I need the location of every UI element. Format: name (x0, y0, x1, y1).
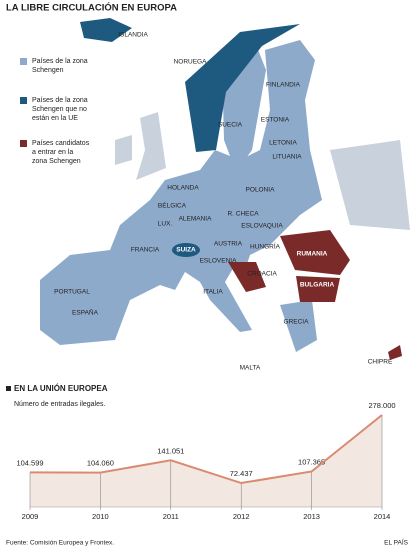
switzerland (172, 243, 200, 257)
legend-label: Schengen que no (32, 106, 87, 113)
legend-label: Países de la zona (32, 97, 88, 104)
country-label: POLONIA (246, 187, 276, 194)
country-label: FINLANDIA (266, 82, 301, 89)
legend-label: Países de la zona (32, 58, 88, 65)
country-label: ESPAÑA (72, 308, 99, 317)
chart-title: EN LA UNIÓN EUROPEA (14, 384, 108, 393)
non-eu-schengen (80, 18, 300, 152)
legend-label: a entrar en la (32, 149, 73, 156)
country-label: AUSTRIA (214, 241, 243, 248)
map: Países de la zona Schengen Países de la zo… (20, 18, 410, 372)
country-label: LUX. (158, 221, 173, 228)
country-label: SUECIA (218, 122, 243, 129)
area (30, 415, 382, 507)
country-label: MALTA (240, 365, 261, 372)
country-label: CROACIA (247, 271, 277, 278)
bullet (6, 386, 11, 391)
country-label: R. CHECA (227, 211, 259, 218)
country-label: RUMANIA (297, 251, 328, 258)
country-label: ALEMANIA (179, 216, 213, 223)
country-label: FRANCIA (131, 247, 160, 254)
country-label: NORUEGA (174, 59, 208, 66)
value-label: 104.060 (87, 459, 114, 468)
value-label: 72.437 (230, 469, 253, 478)
country-label: ESTONIA (261, 117, 290, 124)
non-schengen-land (115, 112, 410, 230)
x-tick-label: 2014 (374, 512, 391, 521)
value-label: 278.000 (368, 401, 395, 410)
value-label: 107.365 (298, 457, 325, 466)
source: Fuente: Comisión Europea y Frontex. (6, 540, 114, 547)
candidate-countries (228, 230, 402, 360)
country-label: BULGARIA (300, 282, 335, 289)
country-label: BÉLGICA (158, 201, 187, 210)
title: LA LIBRE CIRCULACIÓN EN EUROPA (6, 2, 177, 14)
value-label: 104.599 (16, 458, 43, 467)
legend-swatch (20, 58, 27, 65)
country-label: PORTUGAL (54, 289, 90, 296)
country-label: ESLOVAQUIA (241, 223, 283, 230)
country-label: LITUANIA (272, 154, 302, 161)
x-tick-label: 2009 (22, 512, 39, 521)
chart-subtitle: Número de entradas ilegales. (14, 401, 105, 408)
country-label: ESLOVENIA (200, 258, 238, 265)
country-label: CHIPRE (368, 359, 393, 366)
x-tick-label: 2013 (303, 512, 320, 521)
country-label: ISLANDIA (118, 32, 148, 39)
legend-swatch (20, 97, 27, 104)
legend-label: Países candidatos (32, 140, 90, 147)
legend-label: Schengen (32, 67, 64, 74)
chart: EN LA UNIÓN EUROPEA Número de entradas i… (6, 384, 396, 521)
x-tick-label: 2010 (92, 512, 109, 521)
country-label: GRECIA (284, 319, 310, 326)
legend-swatch (20, 140, 27, 147)
schengen-land (40, 40, 322, 352)
brand: EL PAÍS (384, 538, 409, 547)
legend-label: están en la UE (32, 115, 78, 122)
x-tick-label: 2012 (233, 512, 250, 521)
x-tick-label: 2011 (163, 512, 179, 521)
country-label: HUNGRÍA (250, 242, 281, 251)
country-label: LETONIA (269, 140, 297, 147)
country-label: SUIZA (176, 247, 196, 254)
value-label: 141.051 (157, 446, 184, 455)
country-label: HOLANDA (167, 185, 199, 192)
country-label: ITALIA (203, 289, 223, 296)
line (29, 414, 383, 485)
legend-label: zona Schengen (32, 158, 81, 165)
